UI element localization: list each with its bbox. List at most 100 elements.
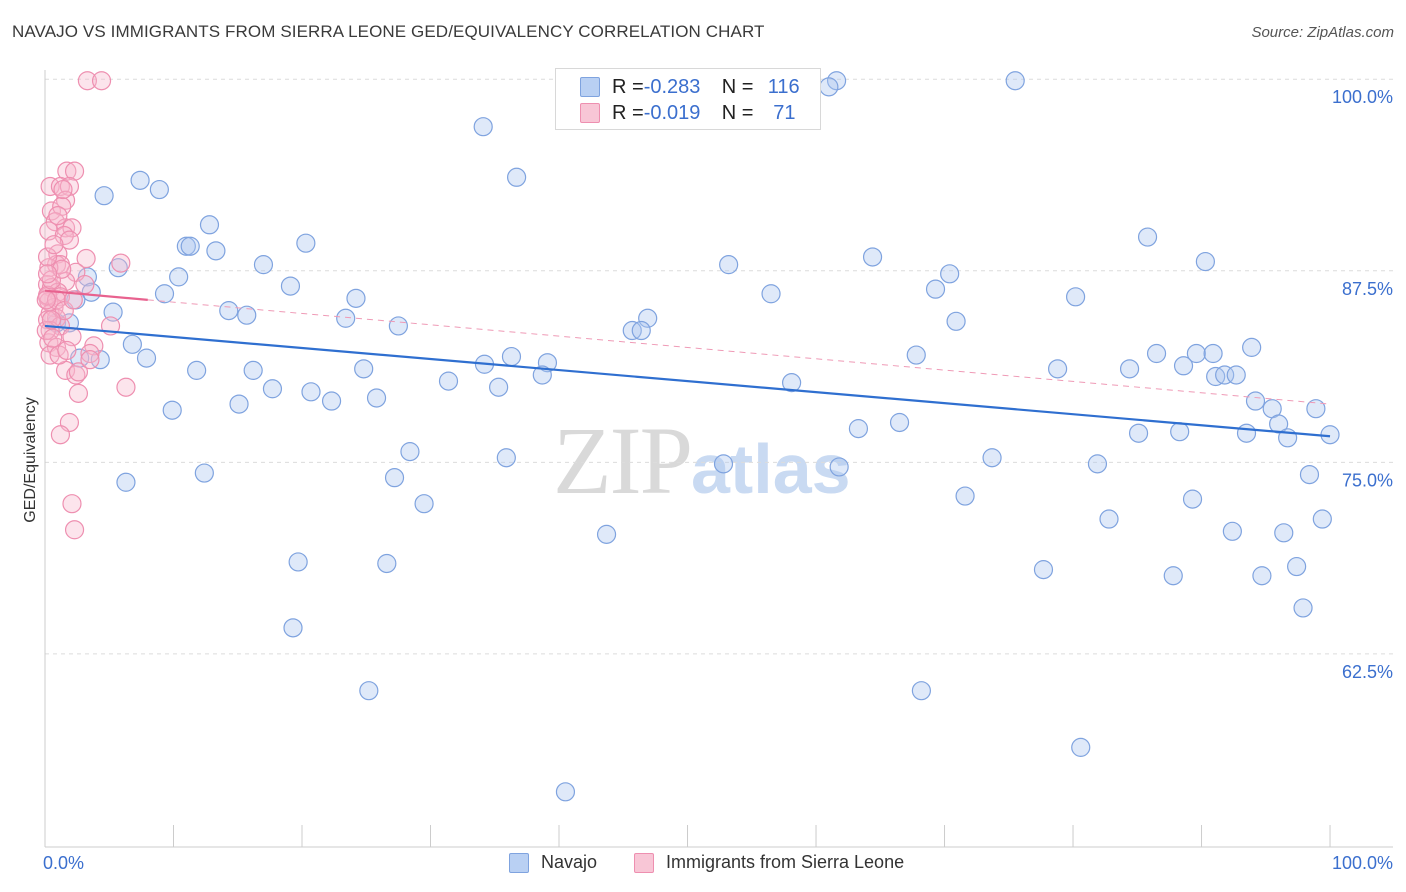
navajo-point [889, 412, 910, 433]
sierra-leone-point [53, 179, 73, 200]
sierra-leone-point [68, 383, 89, 403]
sierra-leone-points [36, 71, 136, 540]
navajo-point [414, 494, 434, 514]
navajo-point [169, 267, 189, 287]
navajo-point [1048, 359, 1068, 379]
sierra-leone-point [116, 377, 136, 397]
navajo-point [81, 282, 101, 302]
sierra-leone-legend-swatch [634, 852, 654, 873]
navajo-point [229, 394, 249, 414]
navajo-point [336, 308, 356, 328]
navajo-point [1065, 287, 1086, 307]
sierra-leone-point [52, 259, 72, 279]
navajo-point [219, 301, 239, 321]
navajo-point [130, 170, 150, 190]
sierra-leone-point [50, 425, 71, 445]
navajo-point [925, 279, 946, 299]
navajo-point [596, 524, 617, 544]
navajo-point [1226, 365, 1246, 385]
navajo-legend-label: Navajo [541, 852, 598, 872]
sierra-leone-point [55, 218, 76, 238]
sierra-leone-point [62, 494, 82, 514]
navajo-point [940, 264, 960, 284]
sierra-leone-point [111, 253, 131, 273]
chart-title: NAVAJO VS IMMIGRANTS FROM SIERRA LEONE G… [12, 22, 765, 41]
navajo-point [136, 348, 157, 368]
navajo-legend-swatch [509, 852, 529, 873]
navajo-point [262, 379, 283, 399]
navajo-point [154, 284, 175, 304]
navajo-point [94, 186, 114, 206]
navajo-point [782, 373, 802, 393]
sierra-leone-trend-line [44, 289, 148, 301]
sierra-leone-point [75, 274, 95, 295]
r-value: -0.019 [643, 101, 701, 124]
navajo-point [1269, 414, 1289, 434]
navajo-point [194, 463, 214, 483]
sierra-leone-swatch [580, 103, 600, 123]
legend-item-navajo: Navajo [509, 852, 597, 873]
navajo-point [438, 371, 459, 391]
sierra-leone-point [36, 290, 56, 310]
navajo-point [631, 320, 651, 341]
navajo-point [1287, 556, 1307, 577]
navajo-point [1245, 391, 1266, 411]
n-key: N = [721, 75, 754, 98]
navajo-point [187, 360, 207, 380]
navajo-point [1173, 356, 1194, 376]
navajo-point [199, 215, 220, 235]
navajo-point [911, 681, 931, 701]
r-key: R = [612, 101, 644, 124]
navajo-point [719, 255, 739, 275]
sierra-leone-point [43, 328, 63, 348]
navajo-point [1071, 737, 1091, 757]
navajo-point [237, 305, 257, 325]
x-tick-label: 0.0% [43, 853, 84, 873]
navajo-point [496, 448, 516, 468]
navajo-point [1252, 566, 1272, 586]
navajo-point [489, 377, 509, 397]
navajo-point [1312, 509, 1332, 529]
sierra-leone-point [80, 343, 100, 364]
navajo-point [1146, 343, 1167, 364]
sierra-leone-point [44, 235, 64, 255]
navajo-point [1170, 422, 1190, 442]
y-tick-label: 62.5% [1342, 662, 1393, 682]
legend-row-navajo: R = -0.283 N = 116 [580, 76, 800, 98]
navajo-point [1215, 365, 1235, 385]
n-value: 116 [767, 75, 800, 98]
navajo-point [1182, 489, 1203, 509]
axes [44, 70, 1393, 848]
sierra-leone-point [66, 365, 86, 385]
navajo-swatch [580, 77, 600, 97]
y-tick-label: 87.5% [1342, 279, 1393, 299]
navajo-point [366, 388, 387, 408]
navajo-point [819, 77, 839, 97]
navajo-point [359, 681, 379, 701]
navajo-point [1236, 423, 1257, 443]
y-tick-label: 75.0% [1342, 470, 1393, 490]
tick-labels: 100.0% 87.5% 75.0% 62.5% 0.0% 100.0% [43, 87, 1393, 873]
navajo-point [955, 486, 975, 506]
navajo-point [180, 236, 200, 256]
navajo-point [1242, 337, 1262, 357]
navajo-point [1119, 359, 1140, 379]
series-legend: Navajo Immigrants from Sierra Leone [0, 852, 1406, 876]
sierra-leone-point [57, 340, 77, 361]
navajo-point [1005, 71, 1025, 91]
n-value: 71 [767, 101, 796, 124]
sierra-leone-point [68, 362, 89, 382]
navajo-point [829, 457, 849, 477]
navajo-point [384, 468, 405, 488]
navajo-point [288, 552, 308, 572]
navajo-point [116, 472, 136, 492]
x-tick-label: 100.0% [1332, 853, 1393, 873]
navajo-point [532, 365, 552, 385]
navajo-point [862, 247, 883, 267]
navajo-point [400, 442, 420, 462]
navajo-point [1128, 423, 1149, 443]
navajo-point [1033, 560, 1054, 580]
navajo-point [1293, 598, 1313, 618]
navajo-point [1186, 343, 1206, 364]
